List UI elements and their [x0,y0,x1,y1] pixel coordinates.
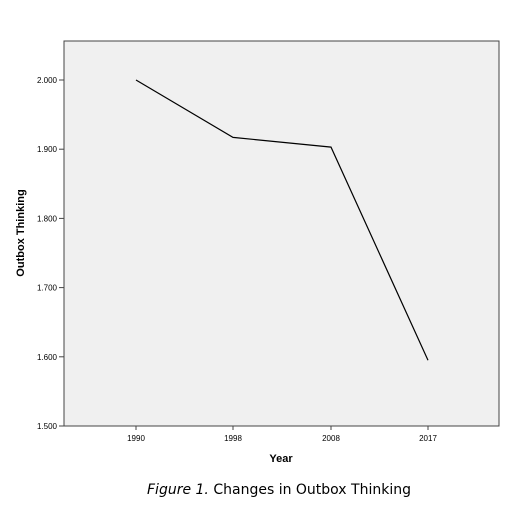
y-tick-label: 2.000 [37,76,58,85]
y-axis-ticks: 1.500 1.600 1.700 1.800 1.900 2.000 [37,76,64,431]
series-line [135,79,429,361]
y-axis-title: Outbox Thinking [15,189,27,276]
y-tick-label: 1.800 [37,214,58,223]
x-axis-ticks: 1990 1998 2008 2017 [127,426,437,443]
x-tick-label: 1990 [127,434,145,443]
y-tick-label: 1.500 [37,422,58,431]
y-tick-label: 1.900 [37,145,58,154]
figure-caption: Figure 1. Changes in Outbox Thinking [0,482,512,498]
y-tick-label: 1.600 [37,353,58,362]
x-tick-label: 2008 [322,434,340,443]
y-tick-label: 1.700 [37,284,58,293]
plot-area [63,40,500,427]
x-tick-label: 1998 [224,434,242,443]
figure-caption-text: Changes in Outbox Thinking [213,482,411,498]
x-axis-title: Year [269,453,293,465]
figure-caption-label: Figure 1. [147,482,209,498]
x-tick-label: 2017 [419,434,437,443]
